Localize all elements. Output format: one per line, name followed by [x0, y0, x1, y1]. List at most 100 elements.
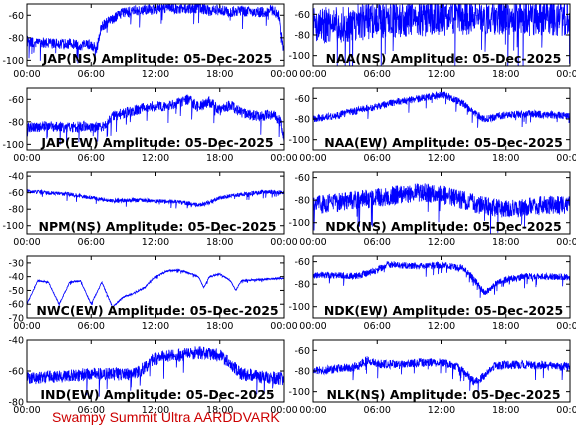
series-trace — [27, 346, 284, 397]
chart-title: NDK(NS) Amplitude: 05-Dec-2025 — [325, 219, 561, 234]
chart-panel: -60-80-10000:0006:0012:0018:0000:00NLK(N… — [288, 339, 576, 416]
series-trace — [313, 260, 570, 298]
x-tick-label: 12:00 — [428, 321, 455, 332]
x-tick-label: 00:00 — [13, 321, 40, 332]
x-tick-label: 18:00 — [206, 69, 233, 80]
y-tick-label: -60 — [8, 95, 24, 106]
chart-title: NLK(NS) Amplitude: 05-Dec-2025 — [326, 387, 560, 402]
y-tick-label: -80 — [294, 115, 310, 126]
y-tick-label: -100 — [288, 302, 310, 313]
x-tick-label: 00:00 — [556, 237, 576, 248]
x-tick-label: 00:00 — [556, 321, 576, 332]
y-tick-label: -100 — [288, 135, 310, 146]
y-tick-label: -60 — [8, 188, 24, 199]
y-tick-label: -30 — [8, 258, 24, 269]
y-tick-label: -50 — [8, 286, 24, 297]
y-tick-label: -80 — [294, 280, 310, 291]
series-trace — [313, 91, 570, 128]
y-tick-label: -80 — [294, 196, 310, 207]
x-tick-label: 00:00 — [270, 237, 297, 248]
series-trace — [313, 183, 570, 234]
chart-title: JAP(NS) Amplitude: 05-Dec-2025 — [42, 51, 272, 66]
x-tick-label: 18:00 — [492, 237, 519, 248]
x-tick-label: 18:00 — [492, 69, 519, 80]
x-tick-label: 00:00 — [299, 237, 326, 248]
x-tick-label: 06:00 — [364, 321, 391, 332]
chart-panel: -60 -80 -100 00:00 06:00 12:00 18:00 00:00 NDK(E… — [288, 255, 576, 332]
x-tick-label: 06:00 — [364, 237, 391, 248]
x-tick-label: 18:00 — [492, 321, 519, 332]
x-tick-label: 12:00 — [428, 405, 455, 416]
x-tick-label: 12:00 — [428, 237, 455, 248]
chart-title: NPM(NS) Amplitude: 05-Dec-2025 — [39, 219, 277, 234]
station-footer-label: Swampy Summit Ultra AARDDVARK — [52, 409, 280, 425]
x-tick-label: 00:00 — [556, 69, 576, 80]
x-tick-label: 00:00 — [270, 405, 297, 416]
y-tick-label: -100 — [2, 221, 24, 232]
y-tick-label: -80 — [8, 117, 24, 128]
x-tick-label: 06:00 — [364, 69, 391, 80]
chart-panel: -60 -80 -100 00:00 06:00 12:00 18:00 00:00 NDK(N… — [288, 171, 576, 248]
y-tick-label: -60 — [8, 300, 24, 311]
y-tick-label: -80 — [8, 33, 24, 44]
series-trace — [27, 268, 284, 308]
y-tick-label: -60 — [8, 367, 24, 378]
x-tick-label: 06:00 — [78, 237, 105, 248]
chart-title: NWC(EW) Amplitude: 05-Dec-2025 — [36, 303, 278, 318]
x-tick-label: 06:00 — [78, 405, 105, 416]
x-tick-label: 00:00 — [556, 153, 576, 164]
y-tick-label: -80 — [8, 205, 24, 216]
y-tick-label: -80 — [294, 367, 310, 378]
chart-title: NAA(EW) Amplitude: 05-Dec-2025 — [324, 135, 563, 150]
y-tick-label: -60 — [8, 11, 24, 22]
series-trace — [27, 4, 284, 64]
y-tick-label: -60 — [294, 257, 310, 268]
x-tick-label: 06:00 — [364, 405, 391, 416]
chart-panel: -60 -80 -100 00:00 06:00 12:00 18:00 00:00 NAA(E… — [288, 87, 576, 164]
x-tick-label: 00:00 — [299, 153, 326, 164]
x-tick-label: 12:00 — [142, 405, 169, 416]
x-tick-label: 00:00 — [299, 321, 326, 332]
chart-title: NAA(NS) Amplitude: 05-Dec-2025 — [326, 51, 562, 66]
x-tick-label: 00:00 — [556, 405, 576, 416]
x-tick-label: 06:00 — [78, 321, 105, 332]
x-tick-label: 00:00 — [13, 237, 40, 248]
series-trace — [313, 4, 570, 66]
x-tick-label: 06:00 — [78, 153, 105, 164]
y-tick-label: -60 — [294, 346, 310, 357]
x-tick-label: 06:00 — [364, 153, 391, 164]
x-tick-label: 12:00 — [142, 321, 169, 332]
x-tick-label: 00:00 — [13, 153, 40, 164]
x-tick-label: 18:00 — [492, 153, 519, 164]
y-tick-label: -40 — [8, 172, 24, 183]
x-tick-label: 12:00 — [428, 69, 455, 80]
chart-panel: -60-80-10000:0006:0012:0018:0000:00NAA(N… — [288, 3, 576, 80]
y-tick-label: -100 — [288, 51, 310, 62]
y-tick-label: -60 — [294, 10, 310, 21]
y-tick-label: -100 — [2, 56, 24, 67]
x-tick-label: 00:00 — [13, 69, 40, 80]
y-tick-label: -80 — [8, 398, 24, 409]
x-tick-label: 18:00 — [206, 237, 233, 248]
x-tick-label: 00:00 — [270, 69, 297, 80]
y-tick-label: -60 — [294, 94, 310, 105]
x-tick-label: 00:00 — [270, 321, 297, 332]
y-tick-label: -40 — [8, 336, 24, 347]
x-tick-label: 18:00 — [206, 153, 233, 164]
y-tick-label: -70 — [8, 314, 24, 325]
y-tick-label: -80 — [294, 31, 310, 42]
x-tick-label: 12:00 — [428, 153, 455, 164]
y-tick-label: -60 — [294, 173, 310, 184]
x-tick-label: 06:00 — [78, 69, 105, 80]
chart-title: JAP(EW) Amplitude: 05-Dec-2025 — [40, 135, 273, 150]
x-tick-label: 18:00 — [492, 405, 519, 416]
x-tick-label: 12:00 — [142, 69, 169, 80]
series-trace — [27, 188, 284, 209]
chart-title: NDK(EW) Amplitude: 05-Dec-2025 — [324, 303, 563, 318]
x-tick-label: 00:00 — [299, 69, 326, 80]
series-trace — [313, 355, 570, 392]
